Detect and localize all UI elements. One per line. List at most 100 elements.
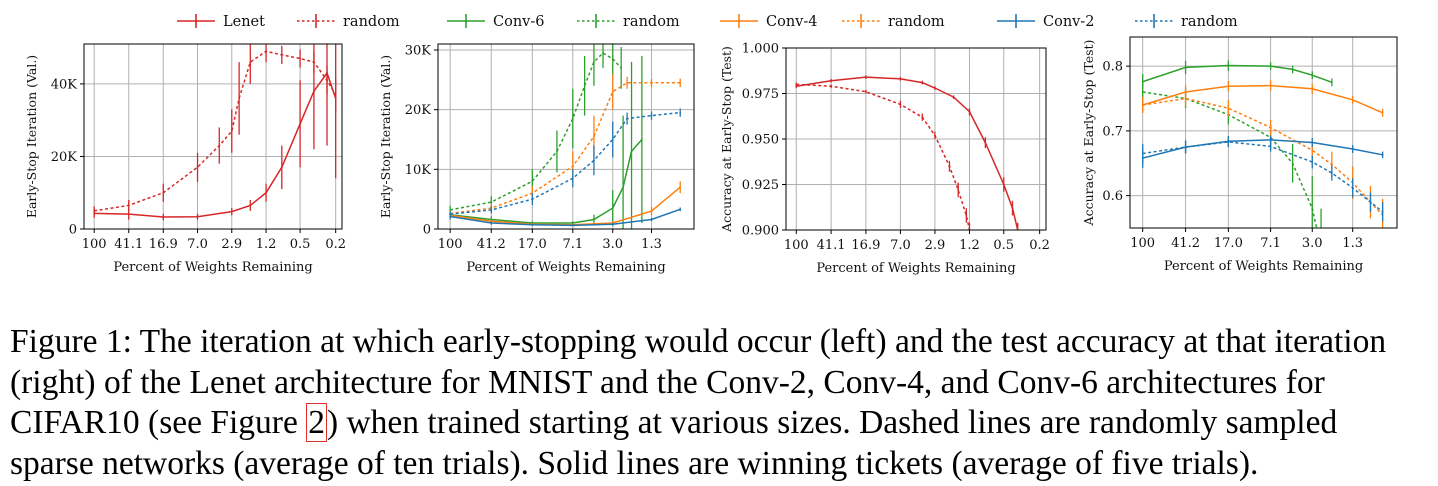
x-tick-label: 0.5 (290, 237, 311, 252)
figure-reference-link[interactable]: 2 (306, 403, 327, 442)
data-point (490, 222, 493, 224)
data-point (1141, 152, 1144, 155)
y-axis-label: Early-Stop Iteration (Val.) (378, 55, 393, 218)
data-point (1227, 140, 1230, 143)
y-tick-label: 20K (405, 103, 432, 118)
caption-line-1: Figure 1: The iteration at which early-s… (10, 323, 1387, 360)
data-point (899, 78, 902, 80)
x-tick-label: 1.2 (256, 237, 277, 252)
plot-panel-1: 100 41.1 16.9 7.0 2.9 1.2 0.5 0.2 0 20K 40K Percent… (24, 43, 346, 275)
data-point (238, 97, 241, 100)
data-point (679, 81, 682, 84)
data-point (280, 53, 283, 56)
legend-label: Conv-6 (493, 14, 544, 30)
x-tick-label: 41.1 (817, 238, 846, 253)
x-tick-label: 2.9 (925, 238, 946, 253)
caption-line-4: sparse networks (average of ten trials).… (10, 444, 1259, 482)
data-point (583, 84, 586, 87)
data-point (1311, 161, 1314, 163)
legend: Lenet random Conv-6 random Conv-4 random Conv-… (177, 14, 1238, 30)
data-point (162, 216, 165, 218)
data-point (1227, 64, 1230, 67)
plot-panel-3: 100 41.1 16.9 7.0 2.9 1.2 0.5 0.2 0.900 0.925 0.95… (719, 42, 1050, 277)
x-tick-label: 2.9 (221, 237, 242, 252)
series-random-1 (1141, 82, 1322, 228)
y-tick-label: 0.925 (742, 178, 779, 193)
y-axis-label: Accuracy at Early-Stop (Test) (1081, 40, 1096, 227)
legend-label: random (343, 14, 400, 30)
data-point (957, 189, 960, 191)
legend-entry-1: random (297, 14, 400, 30)
data-point (1381, 153, 1384, 156)
data-point (230, 210, 233, 213)
data-point (326, 79, 328, 82)
data-point (679, 111, 682, 114)
figure-caption: Figure 1: The iteration at which early-s… (10, 322, 1430, 484)
data-point (934, 87, 936, 89)
data-point (1269, 139, 1272, 141)
data-point (313, 61, 315, 64)
x-tick-label: 7.1 (1260, 236, 1281, 251)
series-random-3 (449, 73, 682, 217)
series-line (1142, 97, 1384, 216)
series-conv-2-4 (1141, 135, 1384, 168)
data-point (571, 224, 574, 227)
x-tick-label: 16.9 (149, 237, 178, 252)
series-layer (795, 75, 1019, 230)
data-point (650, 210, 653, 212)
series-layer (449, 44, 682, 229)
x-tick-label: 41.2 (1171, 236, 1200, 251)
data-point (1351, 148, 1354, 150)
data-point (299, 122, 301, 125)
data-point (313, 90, 315, 93)
data-point (249, 61, 252, 64)
data-point (1311, 74, 1314, 77)
y-tick-label: 10K (405, 163, 432, 178)
figure-plots: Lenet random Conv-6 random Conv-4 random Conv-… (24, 14, 1398, 277)
series-line (1142, 139, 1383, 159)
data-point (571, 222, 574, 224)
y-tick-label: 0 (423, 223, 431, 238)
data-point (1002, 183, 1005, 186)
data-point (1011, 207, 1014, 210)
data-point (899, 103, 902, 106)
series-line (94, 50, 337, 212)
data-point (1291, 68, 1294, 71)
data-point (299, 57, 301, 60)
series-layer (93, 44, 337, 221)
data-point (952, 96, 955, 99)
data-point (921, 81, 924, 84)
data-point (1184, 97, 1187, 100)
data-point (611, 58, 614, 60)
y-tick-label: 40K (51, 77, 78, 92)
data-point (127, 213, 130, 216)
plot-panel-4: 100 41.2 17.0 7.1 3.0 1.3 0.6 0.7 0.8 Percent of … (1081, 36, 1398, 274)
series-line (450, 111, 681, 215)
x-tick-label: 0.2 (1029, 238, 1050, 253)
data-point (571, 117, 574, 120)
data-point (449, 213, 452, 215)
data-point (1269, 145, 1272, 148)
data-point (571, 165, 574, 168)
data-point (1184, 146, 1187, 148)
data-point (1269, 84, 1272, 87)
data-point (1227, 107, 1230, 110)
data-point (1141, 104, 1144, 106)
series-random-3 (1141, 90, 1384, 228)
data-point (1269, 126, 1272, 129)
data-point (830, 79, 832, 82)
x-tick-label: 0.2 (325, 237, 346, 252)
data-point (490, 209, 493, 211)
data-point (1381, 111, 1384, 114)
data-point (611, 138, 614, 141)
legend-entry-5: random (842, 14, 945, 30)
data-point (1141, 91, 1144, 93)
legend-entry-3: random (577, 14, 680, 30)
y-tick-label: 0.7 (1102, 124, 1123, 139)
legend-label: random (623, 14, 680, 30)
axes-frame (1129, 36, 1398, 229)
series-random-5 (449, 108, 682, 218)
data-point (1351, 98, 1354, 101)
data-point (830, 85, 832, 88)
data-point (611, 90, 614, 93)
